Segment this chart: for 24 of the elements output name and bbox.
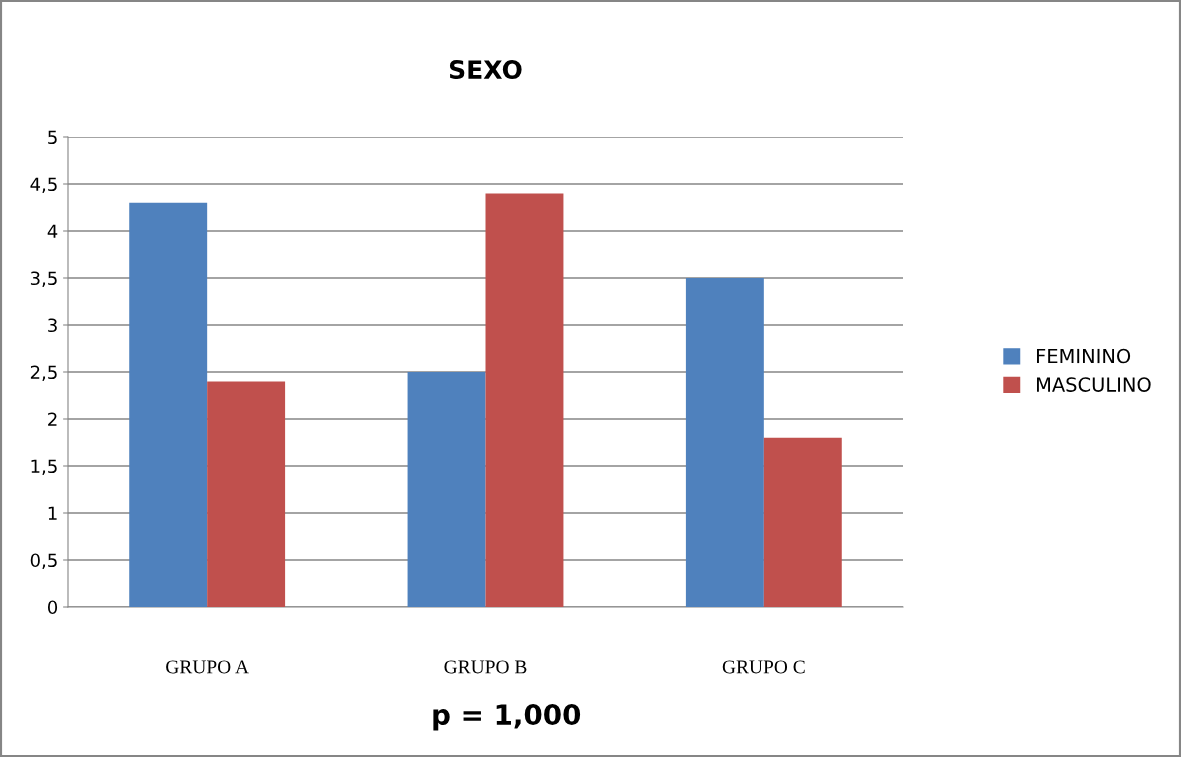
y-tick-label: 0 <box>47 600 58 615</box>
y-tick-label: 0,5 <box>30 553 57 569</box>
y-tick-label: 3 <box>48 318 57 333</box>
bar <box>763 437 842 607</box>
x-tick-label: GRUPO C <box>722 660 805 674</box>
bar <box>685 278 764 607</box>
x-tick-label: GRUPO B <box>444 660 527 674</box>
y-tick-label: 2 <box>48 412 57 426</box>
bar <box>129 202 208 607</box>
y-tick-label: 5 <box>48 130 57 145</box>
text: p = 1,000 <box>433 704 581 731</box>
legend-label: MASCULINO <box>1037 377 1151 392</box>
legend-label: FEMININO <box>1037 348 1131 364</box>
y-tick-label: 1 <box>48 506 57 520</box>
y-tick-label: 4,5 <box>30 177 57 193</box>
y-tick-label: 1,5 <box>31 459 57 475</box>
y-tick-label: 2,5 <box>30 365 57 381</box>
bar <box>485 193 564 607</box>
x-tick-label: GRUPO A <box>166 660 249 674</box>
y-tick-label: 3,5 <box>30 271 57 287</box>
y-tick-label: 4 <box>47 224 58 238</box>
chart-title: SEXO <box>449 60 522 80</box>
bar <box>407 372 486 607</box>
bar <box>207 381 286 607</box>
